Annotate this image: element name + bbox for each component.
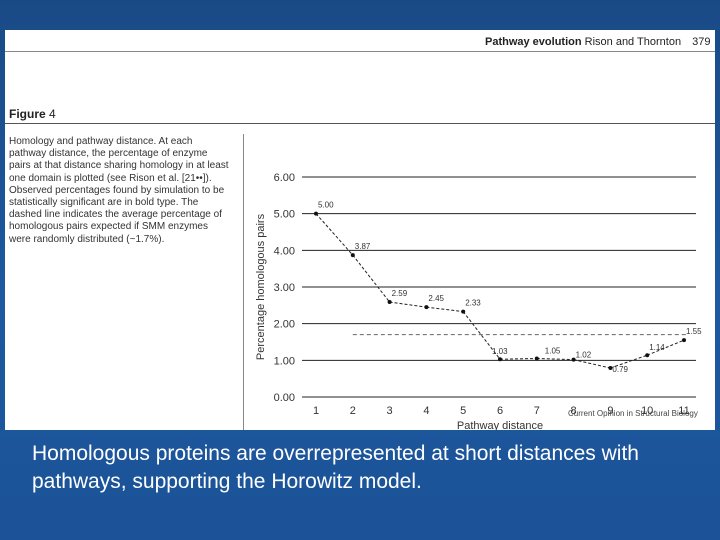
series-segment: [536, 358, 574, 361]
data-point: [645, 353, 650, 358]
series-segment: [647, 339, 685, 356]
data-point: [461, 309, 466, 314]
data-point: [350, 253, 355, 258]
data-label: 1.05: [545, 347, 561, 356]
x-tick-label: 9: [607, 405, 613, 417]
x-tick-label: 11: [678, 405, 689, 417]
data-point: [498, 357, 502, 362]
data-point: [682, 338, 686, 343]
figure-panel: Pathway evolution Rison and Thornton 379…: [5, 30, 715, 430]
x-tick-label: 8: [571, 405, 577, 417]
series-segment: [462, 311, 501, 360]
data-label: 5.00: [318, 201, 334, 210]
data-point: [314, 211, 318, 216]
figure-label-number: 4: [49, 107, 56, 121]
y-tick-label: 5.00: [274, 209, 295, 221]
data-point: [571, 357, 576, 362]
data-point: [424, 305, 429, 310]
y-tick-label: 2.00: [274, 319, 295, 331]
data-label: 0.79: [612, 365, 628, 374]
header-authors: Rison and Thornton: [584, 36, 682, 48]
chart-area: 0.00 1.00 2.00 3.00 4.00 5.00 6.00 1 2 3 4 5 6 7 8 9 10 1…: [243, 134, 704, 430]
x-tick-label: 7: [534, 405, 540, 417]
data-label: 1.02: [576, 351, 592, 360]
data-label: 1.55: [686, 327, 702, 336]
y-tick-label: 6.00: [274, 172, 295, 184]
data-label: 3.87: [355, 242, 371, 251]
journal-header: Pathway evolution Rison and Thornton 379: [485, 36, 710, 48]
y-tick-label: 1.00: [274, 355, 295, 367]
figure-label: Figure 4: [9, 107, 56, 121]
data-label: 1.03: [492, 347, 508, 356]
line-chart: 0.00 1.00 2.00 3.00 4.00 5.00 6.00 1 2 3 4 5 6 7 8 9 10 1…: [255, 172, 702, 430]
data-label: 2.45: [428, 294, 444, 303]
series-segment: [389, 301, 427, 308]
series-segment: [426, 306, 464, 313]
figure-credit: Current Opinion in Structural Biology: [568, 409, 698, 418]
data-label: 2.59: [392, 289, 408, 298]
x-tick-label: 3: [387, 405, 393, 417]
header-divider: [5, 51, 715, 52]
x-tick-label: 1: [313, 405, 319, 417]
y-tick-label: 4.00: [274, 245, 295, 257]
page-number: 379: [692, 36, 711, 48]
series-segment: [315, 213, 354, 256]
series-segment: [573, 359, 611, 369]
data-point: [387, 300, 392, 305]
x-tick-label: 5: [460, 405, 466, 417]
series-segment: [499, 358, 537, 360]
y-tick-label: 0.00: [274, 392, 295, 404]
data-point: [608, 366, 613, 371]
series-segment: [610, 354, 648, 369]
slide-caption: Homologous proteins are overrepresented …: [32, 442, 639, 493]
x-tick-label: 4: [423, 405, 429, 417]
y-axis-label: Percentage homologous pairs: [255, 213, 267, 360]
series-segment: [352, 254, 390, 303]
x-tick-label: 6: [497, 405, 503, 417]
data-label: 1.14: [649, 343, 665, 352]
x-tick-label: 10: [641, 405, 653, 417]
figure-label-word: Figure: [9, 107, 46, 121]
x-tick-label: 2: [350, 405, 356, 417]
figure-caption: Homology and pathway distance. At each p…: [9, 136, 229, 245]
data-point: [534, 356, 539, 361]
header-title: Pathway evolution: [485, 36, 582, 48]
y-tick-label: 3.00: [274, 282, 295, 294]
data-label: 2.33: [465, 299, 481, 308]
figure-divider: [5, 123, 715, 124]
x-axis-label: Pathway distance: [457, 420, 543, 430]
